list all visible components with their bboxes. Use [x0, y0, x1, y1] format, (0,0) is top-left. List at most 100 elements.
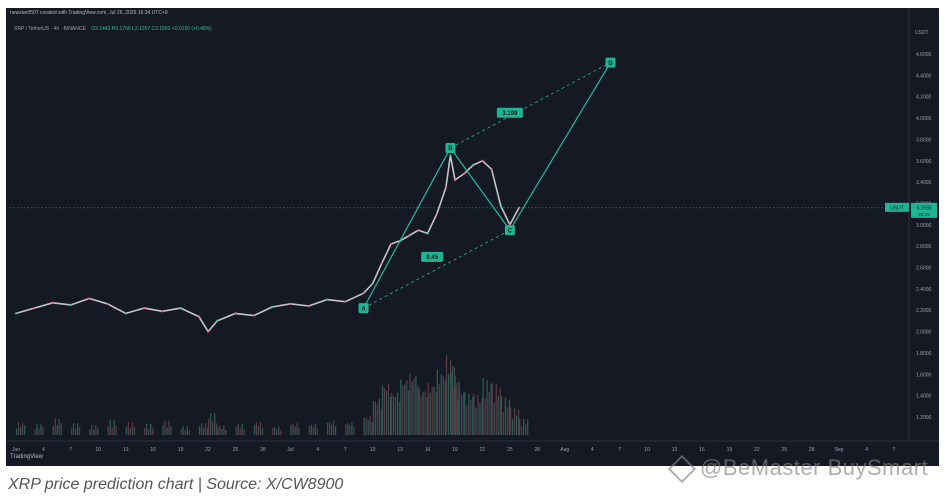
volume-bar [261, 427, 264, 435]
volume-bar [166, 427, 168, 435]
volume-bar [202, 428, 205, 435]
volume-bar [387, 383, 390, 435]
volume-bar [316, 428, 318, 435]
volume-bar [115, 424, 117, 435]
x-tick-label: 7 [344, 447, 347, 453]
price-point [206, 330, 210, 333]
volume-bar [296, 423, 298, 435]
volume-bar [152, 428, 154, 435]
volume-bar [314, 424, 316, 435]
volume-bar [484, 398, 486, 435]
ohlc-values: O3.1443 H3.1766 L3.1357 C3.1593 +0.0150 … [91, 26, 212, 32]
pattern-label-box [358, 303, 369, 314]
volume-bar [521, 425, 523, 435]
volume-bar [54, 418, 56, 435]
volume-bar [486, 380, 488, 435]
volume-bar [204, 422, 207, 435]
y-tick-label: 3.8000 [916, 137, 932, 143]
pattern-label-D: D [608, 61, 613, 67]
volume-bar [429, 392, 431, 435]
price-point [389, 242, 393, 246]
y-tick-label: 3.0000 [916, 223, 932, 229]
volume-bar [479, 402, 481, 435]
volume-bar [519, 418, 521, 435]
volume-bar [255, 422, 258, 435]
volume-bar [168, 420, 170, 435]
volume-bar [495, 384, 497, 435]
volume-bar [182, 426, 184, 435]
volume-bar [129, 428, 132, 435]
pattern-label-A: A [361, 306, 366, 312]
volume-bar [241, 424, 243, 435]
volume-bar [509, 407, 512, 435]
price-point [517, 206, 521, 209]
volume-bar [499, 387, 501, 435]
volume-bar [52, 426, 54, 435]
x-tick-label: Jun [12, 447, 20, 453]
volume-bar [58, 418, 60, 435]
volume-bar [383, 388, 386, 435]
volume-bar [390, 393, 393, 435]
volume-bar [76, 423, 79, 435]
price-point [234, 312, 237, 315]
volume-bar [208, 419, 210, 435]
volume-bar [523, 418, 525, 435]
volume-bar [188, 429, 190, 435]
volume-bar [367, 419, 369, 435]
y-tick-label: 1.2000 [916, 415, 932, 421]
volume-bar [365, 417, 367, 435]
volume-bar [206, 428, 209, 435]
watermark-text: @BeMaster BuySmart [700, 455, 929, 480]
price-point [69, 303, 72, 306]
price-point [124, 312, 127, 315]
x-tick-label: 16 [699, 447, 705, 453]
y-tick-label: 2.0000 [916, 330, 932, 336]
volume-bar [345, 423, 347, 435]
volume-bar [93, 429, 95, 435]
x-tick-label: 22 [754, 447, 760, 453]
volume-bar [351, 422, 353, 435]
volume-bar [511, 419, 514, 435]
volume-bar [415, 375, 417, 435]
x-tick-label: 19 [178, 447, 184, 453]
price-point [371, 282, 374, 285]
pattern-leg [449, 147, 511, 231]
volume-bar [326, 422, 329, 435]
volume-bar [497, 395, 499, 435]
pattern-leg [509, 62, 612, 231]
volume-bar [398, 402, 401, 435]
volume-bar [210, 413, 212, 435]
price-point [426, 232, 429, 235]
x-tick-label: 19 [452, 447, 458, 453]
price-point [490, 168, 493, 171]
x-tick-label: 10 [644, 447, 650, 453]
y-tick-label: 4.6000 [916, 52, 932, 58]
volume-bar [431, 386, 433, 435]
volume-bar [470, 400, 472, 435]
volume-bar [97, 428, 99, 435]
price-point [88, 297, 91, 300]
volume-bar [422, 392, 424, 435]
price-point [380, 262, 383, 265]
volume-bar [504, 397, 507, 435]
x-tick-label: Aug [560, 447, 569, 453]
x-tick-label: 13 [397, 447, 403, 453]
x-tick-label: 4 [316, 447, 319, 453]
volume-bar [133, 426, 136, 435]
volume-bar [363, 417, 365, 435]
volume-bar [78, 426, 81, 435]
price-point [252, 314, 255, 317]
pattern-leg [363, 147, 451, 309]
x-tick-label: 4 [865, 447, 868, 453]
y-tick-label: 1.8000 [916, 351, 932, 357]
volume-bar [292, 423, 294, 435]
volume-bar [455, 386, 457, 435]
volume-bar [452, 389, 454, 435]
price-point [270, 305, 274, 309]
volume-bar [310, 424, 312, 435]
price-point [33, 306, 36, 310]
x-tick-label: 10 [96, 447, 102, 453]
y-tick-label: 4.4000 [916, 73, 932, 79]
price-point [449, 154, 452, 157]
volume-bar [517, 409, 520, 435]
